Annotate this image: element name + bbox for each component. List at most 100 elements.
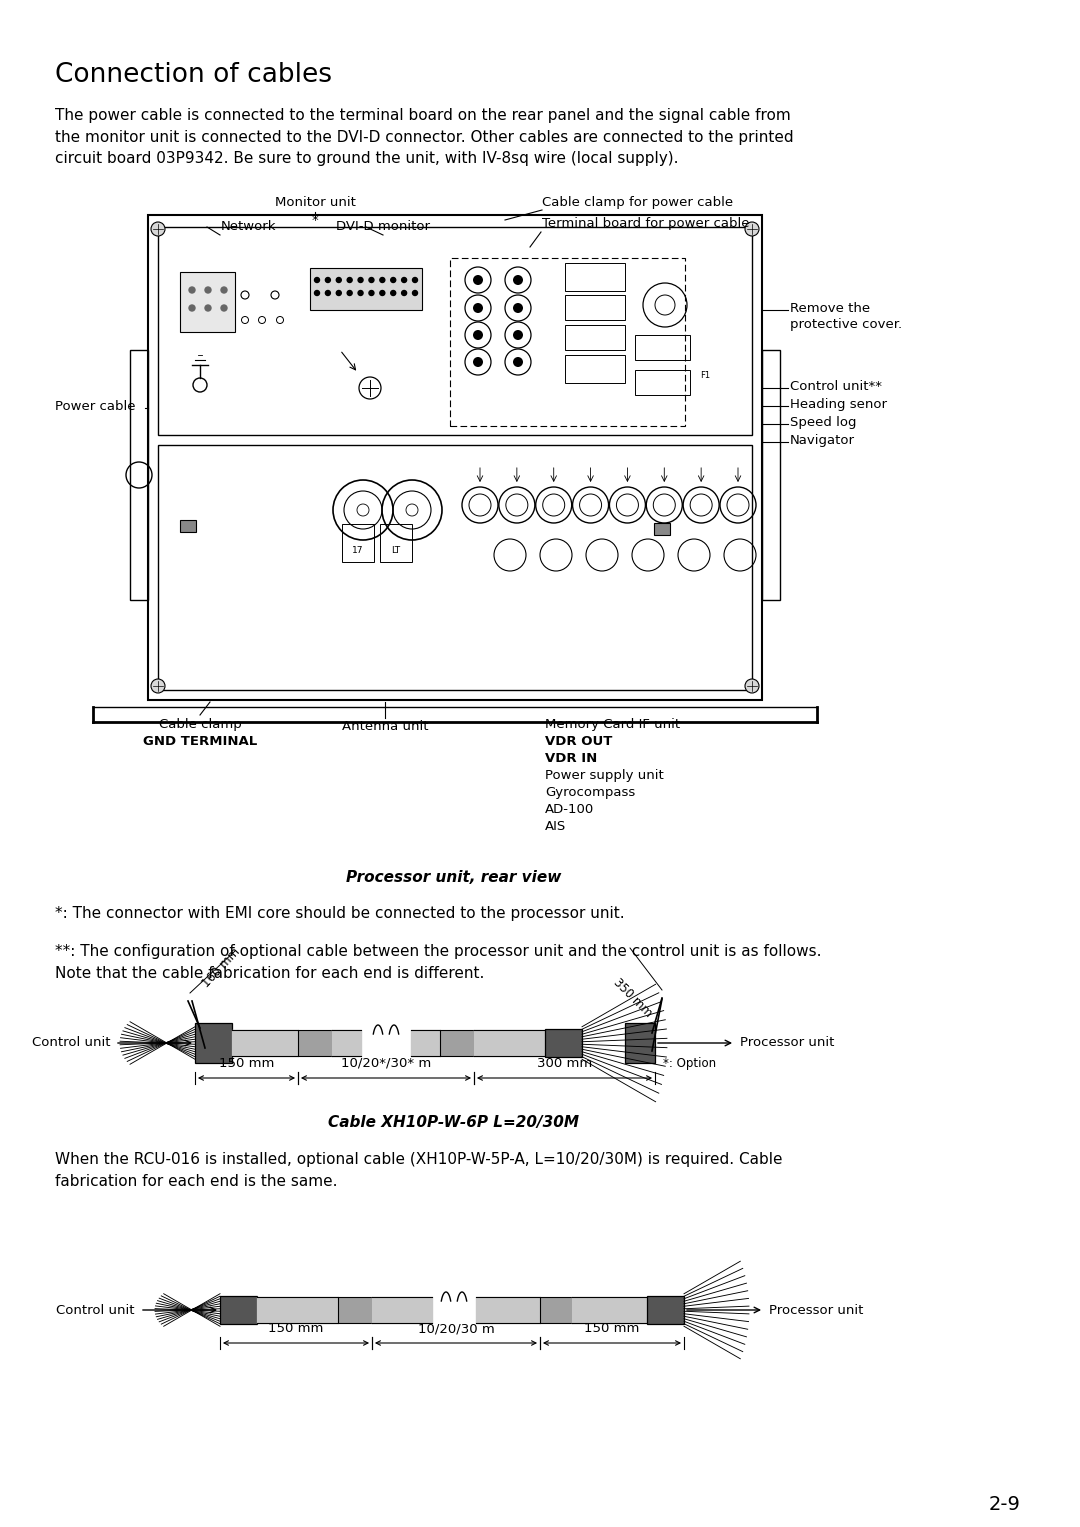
Circle shape (325, 290, 330, 296)
Text: 350 mm: 350 mm (611, 976, 654, 1020)
Bar (195, 1023, 232, 1063)
Text: AD-100: AD-100 (545, 803, 594, 815)
Circle shape (205, 305, 211, 312)
Text: Terminal board for power cable: Terminal board for power cable (542, 217, 750, 231)
Circle shape (745, 221, 759, 237)
Circle shape (151, 680, 165, 693)
Bar (545, 1029, 582, 1057)
Circle shape (402, 278, 406, 282)
Circle shape (391, 278, 395, 282)
Bar (158, 228, 752, 435)
Text: VDR OUT: VDR OUT (545, 734, 612, 748)
Circle shape (151, 221, 165, 237)
Text: Control unit**: Control unit** (789, 380, 882, 392)
Text: **: The configuration of optional cable between the processor unit and the contr: **: The configuration of optional cable … (55, 944, 822, 980)
Text: *: * (312, 214, 319, 228)
Text: 300 mm: 300 mm (537, 1057, 592, 1070)
Text: 150 mm: 150 mm (219, 1057, 274, 1070)
Text: VDR IN: VDR IN (545, 751, 597, 765)
Circle shape (359, 278, 363, 282)
Text: LT: LT (391, 547, 401, 554)
Text: Speed log: Speed log (789, 415, 856, 429)
Circle shape (189, 305, 195, 312)
Bar (180, 272, 235, 331)
Text: 160 mm: 160 mm (200, 945, 243, 989)
Circle shape (314, 290, 320, 296)
Circle shape (473, 302, 483, 313)
Bar (130, 350, 148, 600)
Bar (440, 1031, 474, 1057)
Circle shape (413, 290, 418, 296)
Text: 150 mm: 150 mm (268, 1322, 324, 1335)
Bar (647, 1296, 684, 1324)
Text: Cable clamp: Cable clamp (159, 718, 241, 731)
Text: Control unit: Control unit (56, 1304, 135, 1316)
Circle shape (325, 278, 330, 282)
Text: AIS: AIS (545, 820, 566, 834)
Bar (450, 258, 685, 426)
Circle shape (473, 357, 483, 366)
Text: Power supply unit: Power supply unit (545, 770, 664, 782)
Circle shape (221, 305, 227, 312)
Bar (565, 325, 625, 350)
Text: Monitor unit: Monitor unit (274, 195, 355, 209)
Bar (342, 524, 374, 562)
Text: DVI-D monitor: DVI-D monitor (336, 220, 430, 234)
Circle shape (314, 278, 320, 282)
Circle shape (513, 357, 523, 366)
Circle shape (221, 287, 227, 293)
Text: Processor unit, rear view: Processor unit, rear view (347, 870, 562, 886)
Text: Processor unit: Processor unit (740, 1037, 835, 1049)
Bar (310, 269, 422, 310)
Circle shape (205, 287, 211, 293)
Text: Heading senor: Heading senor (789, 399, 887, 411)
Text: F1: F1 (700, 371, 711, 380)
Circle shape (380, 290, 384, 296)
Bar (220, 1296, 257, 1324)
Circle shape (369, 278, 374, 282)
Text: 10/20*/30* m: 10/20*/30* m (341, 1057, 431, 1070)
Text: 10/20/30 m: 10/20/30 m (418, 1322, 495, 1335)
Text: The power cable is connected to the terminal board on the rear panel and the sig: The power cable is connected to the term… (55, 108, 794, 166)
Text: protective cover.: protective cover. (789, 318, 902, 331)
Circle shape (473, 330, 483, 341)
Bar (625, 1023, 654, 1063)
Text: *: The connector with EMI core should be connected to the processor unit.: *: The connector with EMI core should be… (55, 906, 624, 921)
Polygon shape (180, 521, 195, 531)
Polygon shape (654, 524, 670, 534)
Bar (338, 1296, 372, 1322)
Circle shape (391, 290, 395, 296)
Bar (635, 370, 690, 395)
Text: Control unit: Control unit (31, 1037, 110, 1049)
Bar (540, 1296, 572, 1322)
Circle shape (513, 330, 523, 341)
Circle shape (413, 278, 418, 282)
Text: 150 mm: 150 mm (584, 1322, 639, 1335)
Text: Cable clamp for power cable: Cable clamp for power cable (542, 195, 733, 209)
Bar (635, 334, 690, 360)
Circle shape (513, 302, 523, 313)
Circle shape (189, 287, 195, 293)
Text: Antenna unit: Antenna unit (341, 721, 429, 733)
Text: 2-9: 2-9 (988, 1495, 1020, 1513)
Text: Remove the: Remove the (789, 302, 870, 315)
Bar (158, 444, 752, 690)
Circle shape (473, 275, 483, 286)
Text: Cable XH10P-W-6P L=20/30M: Cable XH10P-W-6P L=20/30M (328, 1115, 580, 1130)
Bar (148, 215, 762, 699)
Text: GND TERMINAL: GND TERMINAL (143, 734, 257, 748)
Circle shape (336, 278, 341, 282)
Circle shape (347, 278, 352, 282)
Circle shape (745, 680, 759, 693)
Text: Gyrocompass: Gyrocompass (545, 786, 635, 799)
Bar (565, 263, 625, 292)
Circle shape (336, 290, 341, 296)
Circle shape (347, 290, 352, 296)
Bar (565, 295, 625, 321)
Circle shape (380, 278, 384, 282)
Bar (298, 1031, 332, 1057)
Circle shape (369, 290, 374, 296)
Bar (762, 350, 780, 600)
Bar (565, 354, 625, 383)
Text: Navigator: Navigator (789, 434, 855, 447)
